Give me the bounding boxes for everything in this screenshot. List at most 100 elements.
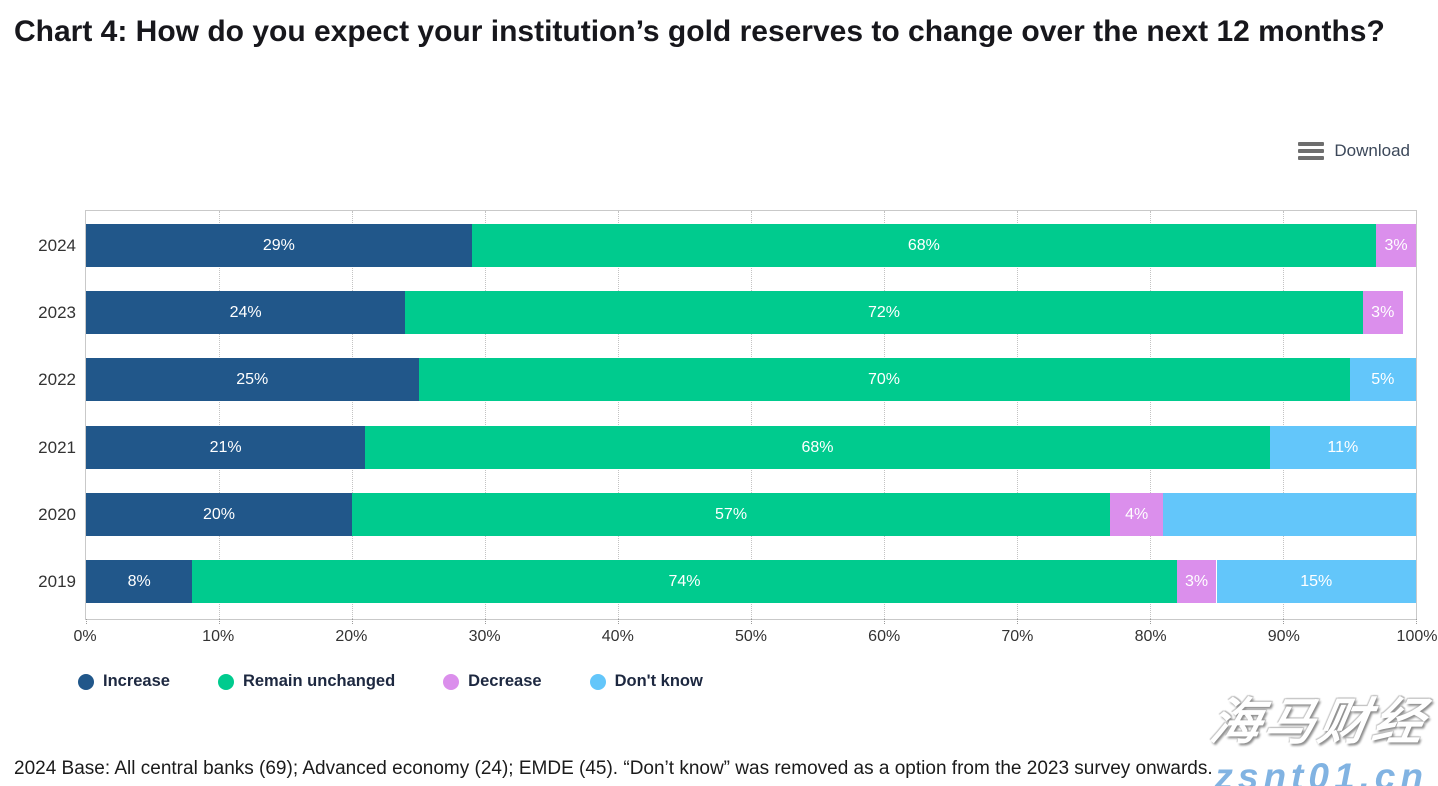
- bar-segment[interactable]: 11%: [1269, 426, 1416, 469]
- bar-value-label: 3%: [1384, 236, 1408, 254]
- legend-label: Increase: [103, 672, 170, 690]
- bar-segment[interactable]: 4%: [1110, 493, 1164, 536]
- axis-tick-label: 10%: [202, 628, 235, 645]
- axis-tick-label: 40%: [601, 628, 634, 645]
- bar-segment[interactable]: 68%: [471, 224, 1377, 267]
- legend-item[interactable]: Don't know: [589, 672, 703, 691]
- bar-segment[interactable]: 15%: [1216, 560, 1416, 603]
- bar-row-2020: 2020 20% 57% 4%: [38, 493, 1416, 536]
- download-button[interactable]: Download: [1298, 141, 1410, 161]
- bar-value-label: 57%: [715, 505, 748, 523]
- bar-value-label: 68%: [907, 236, 940, 254]
- bar-value-label: 21%: [209, 438, 242, 456]
- legend-item[interactable]: Decrease: [443, 672, 542, 691]
- bar-value-label: 70%: [867, 370, 901, 388]
- year-label: 2023: [38, 303, 76, 322]
- axis-tick-label: 80%: [1134, 628, 1167, 645]
- x-axis: 0% 10% 20% 30% 40% 50% 60% 70% 80% 90% 100%: [73, 628, 1437, 650]
- axis-tick: [1017, 619, 1018, 624]
- bar-value-label: 29%: [262, 236, 295, 254]
- axis-tick: [352, 619, 353, 624]
- download-label: Download: [1334, 141, 1410, 160]
- bar-value-label: 4%: [1125, 505, 1149, 523]
- legend-swatch-icon: [443, 673, 460, 690]
- bar-row-2024: 2024 29% 68% 3%: [38, 224, 1416, 267]
- axis-tick: [751, 619, 752, 624]
- bar-segment[interactable]: 24%: [86, 291, 406, 334]
- bar-value-label: 5%: [1371, 370, 1395, 388]
- axis-tick: [884, 619, 885, 624]
- legend-swatch-icon: [589, 673, 606, 690]
- bar-row-2022: 2022 25% 70% 5%: [38, 358, 1416, 401]
- bar-segment[interactable]: 29%: [86, 224, 472, 267]
- footer-note: 2024 Base: All central banks (69); Advan…: [14, 758, 1213, 779]
- gridline: [618, 211, 619, 619]
- legend-item[interactable]: Remain unchanged: [217, 672, 396, 691]
- gridline: [1017, 211, 1018, 619]
- bar-segment[interactable]: 8%: [86, 560, 193, 603]
- axis-tick: [485, 619, 486, 624]
- legend-label: Don't know: [614, 672, 703, 690]
- year-label: 2019: [38, 572, 76, 591]
- year-label: 2020: [38, 505, 76, 524]
- bar-segment[interactable]: 74%: [192, 560, 1177, 603]
- menu-icon: [1298, 142, 1325, 160]
- bar-value-label: 3%: [1371, 303, 1395, 321]
- gridline: [352, 211, 353, 619]
- chart-title: Chart 4: How do you expect your institut…: [14, 15, 1385, 48]
- gridline: [1150, 211, 1151, 619]
- plot-area: 2024 29% 68% 3% 2023 24% 72% 3% 2022 25% 70% 5% 2021…: [38, 210, 1417, 624]
- axis-tick-label: 0%: [73, 628, 97, 645]
- bar-segment[interactable]: 20%: [86, 493, 352, 536]
- bar-segment[interactable]: 70%: [418, 358, 1350, 401]
- bar-value-label: 20%: [202, 505, 236, 523]
- axis-tick-label: 100%: [1396, 628, 1438, 645]
- bar-row-2019: 2019 8% 74% 3% 15%: [38, 560, 1416, 603]
- axis-tick: [1150, 619, 1151, 624]
- gridline: [485, 211, 486, 619]
- bar-value-label: 24%: [229, 303, 262, 321]
- axis-tick-label: 30%: [468, 628, 501, 645]
- bar-segment[interactable]: 25%: [86, 358, 419, 401]
- bar-row-2021: 2021 21% 68% 11%: [38, 426, 1416, 469]
- axis-tick: [86, 619, 87, 624]
- bar-segment[interactable]: 21%: [86, 426, 366, 469]
- legend-swatch-icon: [78, 673, 94, 690]
- bar-value-label: 3%: [1184, 572, 1209, 590]
- axis-tick-label: 90%: [1267, 628, 1300, 645]
- axis-tick-label: 20%: [335, 628, 368, 645]
- legend-swatch-icon: [217, 673, 234, 690]
- bar-segment[interactable]: 3%: [1362, 291, 1403, 334]
- axis-tick-label: 70%: [1001, 628, 1034, 645]
- bar-value-label: 8%: [127, 572, 151, 590]
- bar-segment[interactable]: 68%: [365, 426, 1270, 469]
- bar-segment[interactable]: 57%: [352, 493, 1111, 536]
- axis-tick-label: 60%: [868, 628, 901, 645]
- axis-tick: [618, 619, 619, 624]
- year-label: 2024: [38, 236, 76, 255]
- bar-value-label: 74%: [668, 572, 701, 590]
- axis-tick-label: 50%: [734, 628, 768, 645]
- axis-tick: [1283, 619, 1284, 624]
- axis-tick: [1416, 619, 1417, 624]
- legend-label: Remain unchanged: [242, 672, 396, 690]
- gridline: [751, 211, 752, 619]
- legend-label: Decrease: [468, 672, 542, 690]
- bar-segment[interactable]: [1163, 493, 1416, 536]
- watermark-text: 海马财经: [1206, 694, 1433, 750]
- bar-segment[interactable]: 5%: [1349, 358, 1416, 401]
- bar-segment[interactable]: 72%: [405, 291, 1363, 334]
- gridline: [1283, 211, 1284, 619]
- bar-value-label: 72%: [867, 303, 900, 321]
- bar-value-label: 25%: [236, 370, 269, 388]
- legend-item[interactable]: Increase: [78, 672, 170, 691]
- bar-segment[interactable]: 3%: [1176, 560, 1217, 603]
- legend: Increase Remain unchanged Decrease Don't kn…: [78, 672, 703, 691]
- year-label: 2022: [38, 370, 76, 389]
- axis-tick: [219, 619, 220, 624]
- bar-segment[interactable]: 3%: [1376, 224, 1416, 267]
- bar-value-label: 68%: [801, 438, 834, 456]
- bar-row-2023: 2023 24% 72% 3%: [38, 291, 1416, 334]
- gridline: [219, 211, 220, 619]
